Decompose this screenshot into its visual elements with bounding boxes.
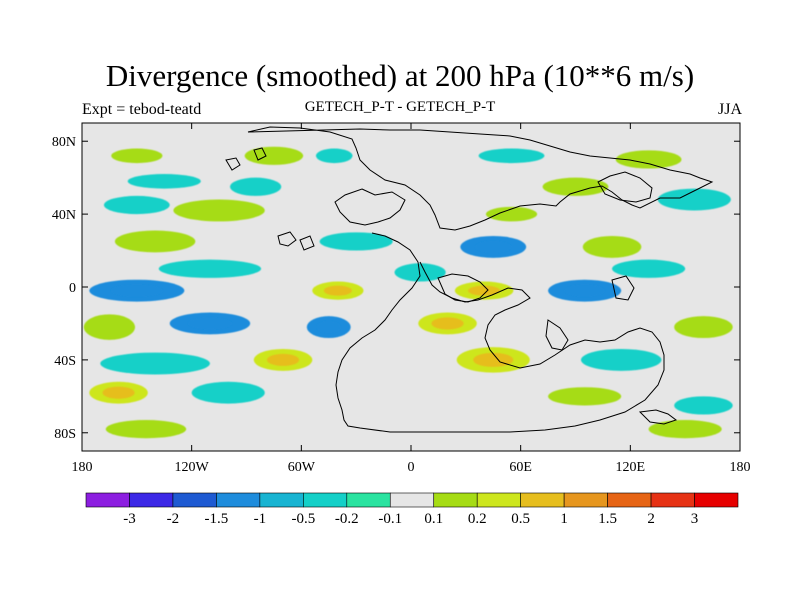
- x-axis: 180 120W 60W 0 60E 120E 180: [72, 123, 751, 475]
- divergence-region: [111, 148, 163, 164]
- colorbar-label: -0.2: [335, 511, 359, 527]
- x-tick-label: 180: [72, 460, 93, 475]
- divergence-core: [468, 285, 501, 296]
- divergence-core: [431, 317, 464, 330]
- divergence-region: [657, 188, 731, 211]
- divergence-region: [394, 263, 446, 282]
- divergence-region: [582, 235, 642, 258]
- colorbar-swatch: [650, 492, 695, 508]
- divergence-region: [615, 150, 682, 169]
- colorbar-swatch: [259, 492, 304, 508]
- x-tick-label: 120W: [175, 460, 210, 475]
- colorbar-label: 1: [560, 511, 568, 527]
- divergence-region: [478, 148, 545, 164]
- divergence-field: [83, 146, 733, 439]
- season-label: JJA: [717, 101, 742, 118]
- divergence-region: [485, 206, 538, 222]
- colorbar-swatch: [520, 492, 565, 508]
- divergence-region: [244, 146, 304, 165]
- colorbar-label: 0.5: [511, 511, 530, 527]
- x-tick-label: 60E: [509, 460, 532, 475]
- colorbar-swatch: [303, 492, 348, 508]
- colorbar-label: -0.1: [378, 511, 402, 527]
- divergence-core: [564, 284, 605, 297]
- colorbar-label: -1: [254, 511, 267, 527]
- divergence-region: [114, 230, 196, 253]
- divergence-core: [323, 285, 352, 296]
- divergence-region: [191, 381, 265, 404]
- divergence-core: [316, 321, 341, 334]
- colorbar-swatch: [607, 492, 652, 508]
- colorbar-swatch: [129, 492, 174, 508]
- experiment-label: Expt = tebod-teatd: [82, 101, 202, 118]
- colorbar-label: -0.5: [291, 511, 315, 527]
- continent-outlines: [225, 126, 714, 433]
- colorbar-swatch: [85, 492, 130, 508]
- divergence-region: [319, 232, 393, 251]
- y-tick-label: 80N: [52, 135, 76, 150]
- chart-title: Divergence (smoothed) at 200 hPa (10**6 …: [105, 58, 695, 93]
- colorbar-swatch: [346, 492, 391, 508]
- colorbar-swatch: [433, 492, 478, 508]
- divergence-region: [542, 177, 609, 196]
- divergence-region: [158, 259, 262, 278]
- colorbar-swatch: [563, 492, 608, 508]
- divergence-region: [674, 396, 733, 415]
- divergence-region: [315, 148, 353, 164]
- divergence-region: [548, 387, 622, 406]
- colorbar-swatch: [172, 492, 217, 508]
- divergence-region: [648, 420, 722, 439]
- colorbar-swatch: [216, 492, 261, 508]
- divergence-core: [473, 352, 514, 367]
- colorbar-label: 0.1: [424, 511, 443, 527]
- colorbar-label: -1.5: [205, 511, 229, 527]
- y-tick-label: 40S: [54, 354, 76, 369]
- x-tick-label: 0: [408, 460, 415, 475]
- colorbar-swatch: [389, 492, 435, 508]
- divergence-region: [103, 195, 170, 215]
- colorbar: -3 -2 -1.5 -1 -0.5 -0.2 -0.1 0.1 0.2 0.5 1 1.5 2 3: [85, 492, 739, 527]
- divergence-region: [127, 174, 201, 189]
- divergence-region: [100, 352, 210, 375]
- x-tick-label: 60W: [288, 460, 316, 475]
- divergence-core: [187, 317, 233, 330]
- divergence-region: [674, 316, 733, 339]
- colorbar-label: 3: [691, 511, 699, 527]
- colorbar-label: 0.2: [468, 511, 487, 527]
- divergence-region: [230, 177, 282, 196]
- divergence-core: [266, 353, 300, 366]
- colorbar-swatch: [476, 492, 521, 508]
- colorbar-label: 2: [647, 511, 655, 527]
- y-tick-label: 0: [69, 281, 76, 296]
- colorbar-swatch: [694, 492, 739, 508]
- y-tick-label: 80S: [54, 427, 76, 442]
- colorbar-label: 1.5: [598, 511, 617, 527]
- divergence-region: [580, 348, 662, 371]
- divergence-core: [475, 240, 512, 253]
- divergence-region: [612, 259, 686, 278]
- divergence-region: [105, 420, 187, 439]
- divergence-core: [110, 284, 163, 297]
- divergence-region: [173, 199, 265, 222]
- x-tick-label: 180: [730, 460, 751, 475]
- colorbar-label: -2: [167, 511, 180, 527]
- y-axis: 80N 40N 0 40S 80S: [52, 135, 740, 442]
- y-tick-label: 40N: [52, 208, 76, 223]
- x-tick-label: 120E: [616, 460, 646, 475]
- divergence-core: [102, 386, 135, 399]
- divergence-region: [83, 314, 136, 340]
- dataset-label: GETECH_P-T - GETECH_P-T: [304, 99, 496, 115]
- colorbar-label: -3: [123, 511, 136, 527]
